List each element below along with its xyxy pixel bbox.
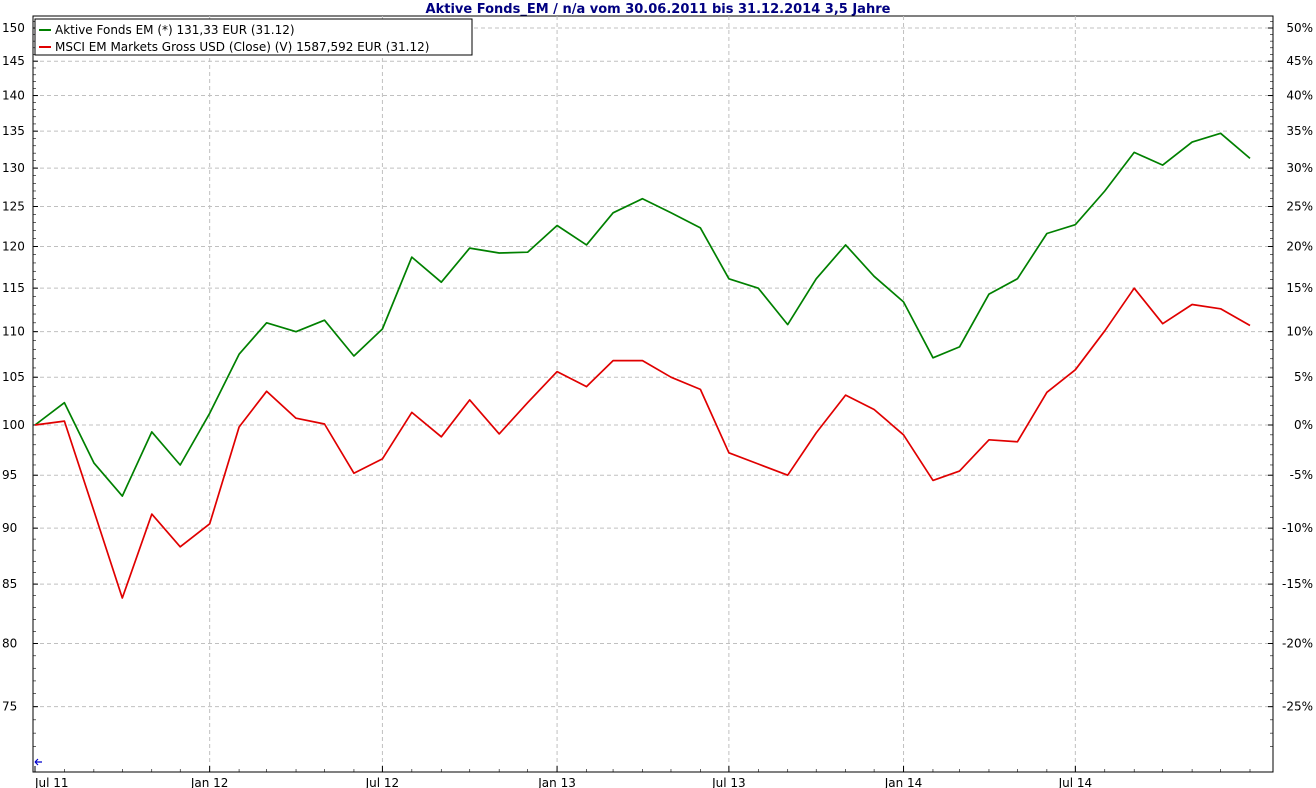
left-tick-label: 80 — [2, 636, 17, 650]
x-tick-label: Jan 12 — [190, 776, 229, 788]
right-tick-label: 40% — [1286, 89, 1313, 103]
left-tick-label: 130 — [2, 161, 25, 175]
right-tick-label: -10% — [1282, 521, 1313, 535]
chart-title: Aktive Fonds_EM / n/a vom 30.06.2011 bis… — [426, 2, 891, 17]
right-tick-label: 35% — [1286, 124, 1313, 138]
right-tick-label: 0% — [1294, 418, 1313, 432]
right-tick-label: -15% — [1282, 577, 1313, 591]
left-tick-label: 95 — [2, 468, 17, 482]
left-tick-label: 140 — [2, 89, 25, 103]
right-tick-label: 20% — [1286, 239, 1313, 253]
right-tick-label: -5% — [1290, 468, 1313, 482]
left-tick-label: 150 — [2, 21, 25, 35]
plot-area — [32, 15, 1274, 773]
series-lines — [34, 132, 1251, 599]
right-tick-label: 15% — [1286, 281, 1313, 295]
left-arrow-icon — [34, 758, 42, 766]
left-tick-label: 100 — [2, 418, 25, 432]
right-tick-label: 50% — [1286, 21, 1313, 35]
x-tick-label: Jul 11 — [34, 776, 69, 788]
series-line-2 — [34, 287, 1251, 599]
left-tick-label: 85 — [2, 577, 17, 591]
left-tick-label: 110 — [2, 325, 25, 339]
series-line-1 — [34, 132, 1251, 497]
right-tick-label: 10% — [1286, 325, 1313, 339]
x-tick-label: Jan 14 — [884, 776, 923, 788]
legend-label-2: MSCI EM Markets Gross USD (Close) (V) 15… — [55, 40, 429, 54]
x-tick-label: Jan 13 — [537, 776, 576, 788]
left-tick-label: 105 — [2, 370, 25, 384]
left-tick-label: 145 — [2, 54, 25, 68]
legend-box — [34, 18, 473, 56]
right-tick-label: -20% — [1282, 636, 1313, 650]
x-tick-label: Jul 13 — [711, 776, 746, 788]
left-tick-label: 135 — [2, 124, 25, 138]
right-tick-label: 45% — [1286, 54, 1313, 68]
axes: 75 80 85 90 95 100 105 110 115 120 125 130 135 140 145… — [2, 21, 1313, 788]
x-tick-label: Jul 12 — [365, 776, 400, 788]
x-tick-label: Jul 14 — [1058, 776, 1093, 788]
left-tick-label: 125 — [2, 200, 25, 214]
legend-label-1: Aktive Fonds EM (*) 131,33 EUR (31.12) — [55, 23, 295, 37]
legend: Aktive Fonds EM (*) 131,33 EUR (31.12) MS… — [34, 18, 473, 56]
right-tick-label: -25% — [1282, 700, 1313, 714]
left-tick-label: 115 — [2, 281, 25, 295]
left-tick-label: 75 — [2, 700, 17, 714]
grid-lines — [33, 16, 1273, 772]
right-tick-label: 30% — [1286, 161, 1313, 175]
left-tick-label: 90 — [2, 521, 17, 535]
right-tick-label: 25% — [1286, 200, 1313, 214]
right-tick-label: 5% — [1294, 370, 1313, 384]
left-tick-label: 120 — [2, 239, 25, 253]
